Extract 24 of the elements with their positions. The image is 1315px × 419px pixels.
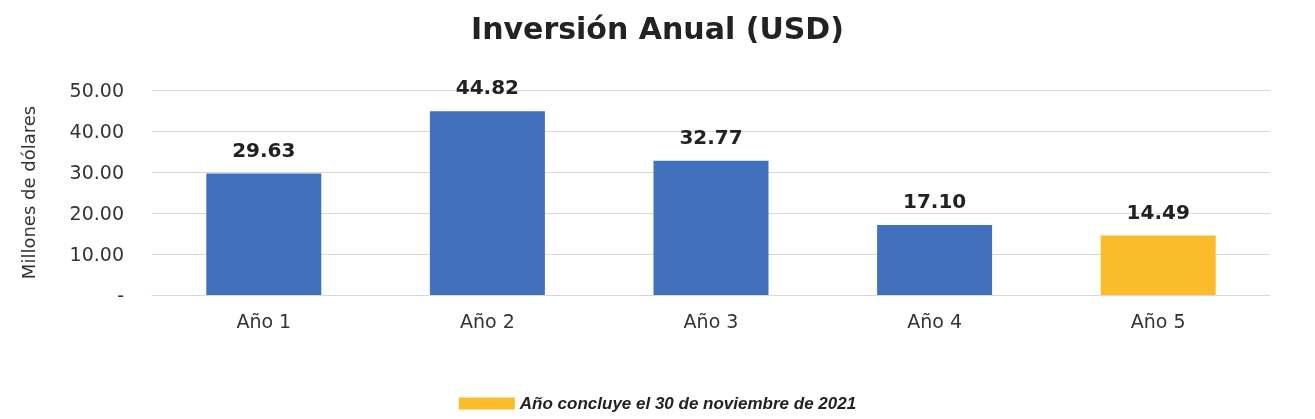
bar	[206, 173, 322, 295]
bar	[877, 224, 993, 295]
y-tick-label: 10.00	[69, 243, 124, 265]
x-tick-label: Año 1	[236, 309, 292, 332]
x-tick-label: Año 3	[683, 309, 739, 332]
bar	[653, 160, 769, 295]
data-label: 44.82	[455, 75, 520, 100]
y-tick-label: 20.00	[69, 202, 124, 224]
x-tick-label: Año 4	[907, 309, 962, 332]
y-axis-title: Millones de dólares	[17, 105, 39, 280]
data-label: 29.63	[232, 137, 296, 162]
y-tick-label: 40.00	[69, 120, 124, 142]
bar	[429, 111, 545, 295]
y-tick-label: 50.00	[69, 79, 124, 101]
data-label: 14.49	[1126, 199, 1190, 224]
y-tick-label: 30.00	[69, 161, 124, 183]
y-tick-label: -	[117, 284, 124, 306]
data-label: 32.77	[679, 124, 743, 149]
legend-label: Año concluye el 30 de noviembre de 2021	[518, 394, 857, 413]
x-tick-label: Año 5	[1130, 309, 1186, 332]
bar	[1100, 235, 1216, 295]
data-label: 17.10	[902, 188, 967, 213]
chart-title: Inversión Anual (USD)	[471, 10, 844, 46]
x-tick-label: Año 2	[460, 309, 515, 332]
